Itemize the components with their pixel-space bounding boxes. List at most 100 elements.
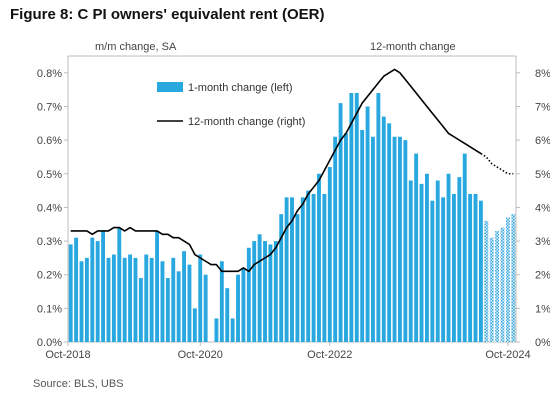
bar xyxy=(68,244,73,342)
y-left-tick-label: 0.1% xyxy=(37,303,62,315)
bar xyxy=(144,254,149,342)
bar xyxy=(462,153,467,342)
bar-projected xyxy=(500,227,505,342)
y-right-tick-label: 0% xyxy=(535,337,550,349)
bar xyxy=(219,261,224,342)
y-left-tick-label: 0.5% xyxy=(37,169,62,181)
bar xyxy=(252,241,257,342)
y-right-tick-label: 1% xyxy=(535,303,550,315)
bar xyxy=(182,251,186,342)
bar xyxy=(295,214,300,342)
bar-projected xyxy=(495,230,500,342)
bar xyxy=(165,278,170,342)
bar xyxy=(95,241,100,342)
bar xyxy=(74,237,79,342)
bar xyxy=(273,241,278,342)
bar xyxy=(430,200,435,342)
bar-projected xyxy=(505,217,510,342)
bar xyxy=(160,261,165,342)
bar xyxy=(398,136,402,342)
bar xyxy=(441,197,446,342)
bar-projected xyxy=(484,220,489,342)
bar xyxy=(90,237,95,342)
y-left-tick-label: 0.8% xyxy=(37,68,62,80)
bar xyxy=(300,197,305,342)
y-left-tick-label: 0.7% xyxy=(37,101,62,113)
bar xyxy=(425,173,429,342)
right-axis-title: 12-month change xyxy=(370,41,456,53)
bar xyxy=(354,93,359,342)
bar xyxy=(414,153,419,342)
bar xyxy=(214,318,219,342)
bar xyxy=(403,140,408,342)
figure-title: Figure 8: C PI owners' equivalent rent (… xyxy=(10,6,325,23)
bar xyxy=(84,257,89,342)
x-tick-label: Oct-2020 xyxy=(178,349,223,361)
bar xyxy=(478,200,483,342)
bar xyxy=(290,197,294,342)
bar xyxy=(241,267,246,342)
bar xyxy=(451,193,456,342)
bar xyxy=(333,136,338,342)
bar xyxy=(257,234,262,342)
bar xyxy=(111,254,116,342)
bar xyxy=(176,271,181,342)
bar xyxy=(138,278,143,342)
bar xyxy=(187,264,192,342)
bar xyxy=(408,180,413,342)
bar xyxy=(371,136,375,342)
source-note: Source: BLS, UBS xyxy=(33,378,124,390)
bar xyxy=(419,183,424,342)
y-right-tick-label: 8% xyxy=(535,68,550,80)
bar xyxy=(344,133,348,342)
legend-label-line: 12-month change (right) xyxy=(188,116,305,128)
bar xyxy=(338,103,343,342)
line-12-month xyxy=(70,68,482,273)
bar xyxy=(263,241,267,342)
bar xyxy=(171,257,176,342)
y-right-tick-label: 2% xyxy=(535,270,550,282)
x-tick-label: Oct-2022 xyxy=(307,349,352,361)
bar-projected xyxy=(511,214,516,342)
bar xyxy=(284,197,289,342)
y-right-tick-label: 5% xyxy=(535,169,550,181)
bar xyxy=(198,254,203,342)
bar xyxy=(117,227,122,342)
y-left-tick-label: 0.2% xyxy=(37,270,62,282)
bar-series xyxy=(68,93,516,342)
bar xyxy=(349,93,354,342)
bar xyxy=(457,177,462,342)
y-axis-left: 0.0% 0.1% 0.2% 0.3% 0.4% 0.5% 0.6% 0.7% 0.8% xyxy=(37,68,68,349)
y-left-tick-label: 0.0% xyxy=(37,337,62,349)
bar xyxy=(376,93,381,342)
bar xyxy=(101,230,106,342)
y-left-tick-label: 0.6% xyxy=(37,135,62,147)
y-left-tick-label: 0.4% xyxy=(37,202,62,214)
bar-projected xyxy=(489,237,494,342)
bar xyxy=(225,288,230,342)
bar xyxy=(365,106,370,342)
bar xyxy=(435,180,440,342)
y-left-tick-label: 0.3% xyxy=(37,236,62,248)
y-right-tick-label: 6% xyxy=(535,135,550,147)
bar xyxy=(106,257,111,342)
bar xyxy=(268,244,273,342)
x-tick-label: Oct-2024 xyxy=(485,349,530,361)
y-right-tick-label: 7% xyxy=(535,101,550,113)
bar xyxy=(446,173,451,342)
legend-swatch-bar xyxy=(157,82,183,92)
bar xyxy=(306,190,311,342)
bar xyxy=(122,257,127,342)
y-axis-right: 0% 1% 2% 3% 4% 5% 6% 7% 8% xyxy=(516,68,550,349)
left-axis-title: m/m change, SA xyxy=(95,41,177,53)
bar xyxy=(203,274,208,342)
bar xyxy=(392,136,397,342)
bar xyxy=(246,247,251,342)
line-12-month-projected xyxy=(480,152,514,175)
bar xyxy=(192,308,197,342)
legend: 1-month change (left) 12-month change (r… xyxy=(157,82,305,128)
bar xyxy=(133,257,138,342)
bar xyxy=(230,318,235,342)
x-axis: Oct-2018 Oct-2020 Oct-2022 Oct-2024 xyxy=(45,342,531,361)
